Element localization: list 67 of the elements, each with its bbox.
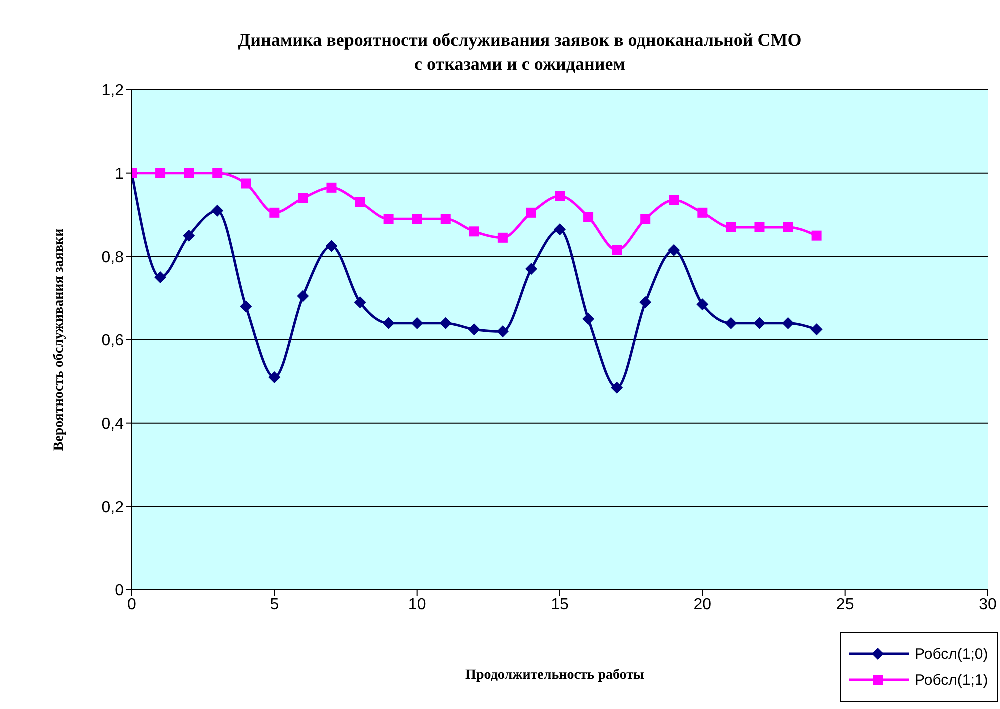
chart-title: Динамика вероятности обслуживания заявок в одноканальной СМО с отказами и с ожиданием (237, 29, 803, 76)
point (384, 214, 394, 224)
point (782, 317, 794, 330)
x-tick-label: 5 (270, 596, 280, 614)
point (326, 182, 337, 193)
point (726, 222, 736, 232)
point (698, 208, 708, 218)
point (783, 222, 794, 232)
point (725, 317, 738, 330)
point (496, 326, 509, 338)
point (326, 240, 338, 252)
point (526, 208, 536, 218)
y-tick-label: 0 (115, 582, 124, 600)
point (354, 296, 366, 308)
y-tick-label: 0,4 (102, 416, 124, 434)
x-axis-title: Продолжительность работы (466, 668, 644, 684)
y-tick-label: 0,6 (102, 332, 124, 350)
x-tick-label: 30 (979, 596, 997, 614)
point (156, 168, 166, 178)
point (355, 198, 366, 208)
point (612, 245, 622, 256)
x-tick-label: 10 (408, 596, 426, 614)
point (812, 230, 822, 241)
point (440, 317, 452, 330)
point (241, 178, 252, 189)
point (640, 214, 651, 224)
legend-label: Робсл(1;0) (915, 646, 988, 662)
x-tick-label: 20 (694, 596, 712, 614)
point (240, 300, 252, 313)
point (669, 195, 680, 206)
point (212, 204, 224, 217)
point (468, 324, 480, 336)
point (382, 317, 395, 330)
y-tick-label: 0,8 (102, 249, 124, 266)
legend-label: Робсл(1;1) (915, 672, 988, 688)
point (411, 317, 424, 330)
point (640, 296, 652, 308)
point (184, 168, 194, 178)
point (440, 214, 451, 224)
point (297, 290, 310, 302)
point (154, 272, 167, 284)
y-tick-label: 1 (115, 166, 124, 184)
point (412, 214, 422, 224)
x-tick-label: 0 (128, 596, 137, 614)
point (668, 244, 680, 256)
point (696, 298, 709, 311)
point (212, 168, 223, 178)
point (555, 191, 565, 202)
point (183, 230, 196, 242)
y-tick-label: 0,2 (102, 499, 124, 516)
point (584, 212, 594, 222)
point (554, 224, 566, 236)
point (582, 313, 595, 326)
y-tick-label: 1,2 (102, 82, 124, 100)
x-tick-label: 25 (836, 596, 854, 614)
point (754, 317, 766, 330)
point (754, 222, 765, 232)
point (270, 208, 280, 218)
point (268, 372, 281, 384)
point (525, 263, 538, 276)
point (611, 382, 624, 394)
point (469, 226, 480, 237)
point (298, 193, 308, 204)
x-tick-label: 15 (551, 596, 569, 614)
point (498, 232, 508, 243)
y-axis-title: Вероятность обслуживания заявки (52, 228, 68, 452)
point (810, 324, 823, 336)
